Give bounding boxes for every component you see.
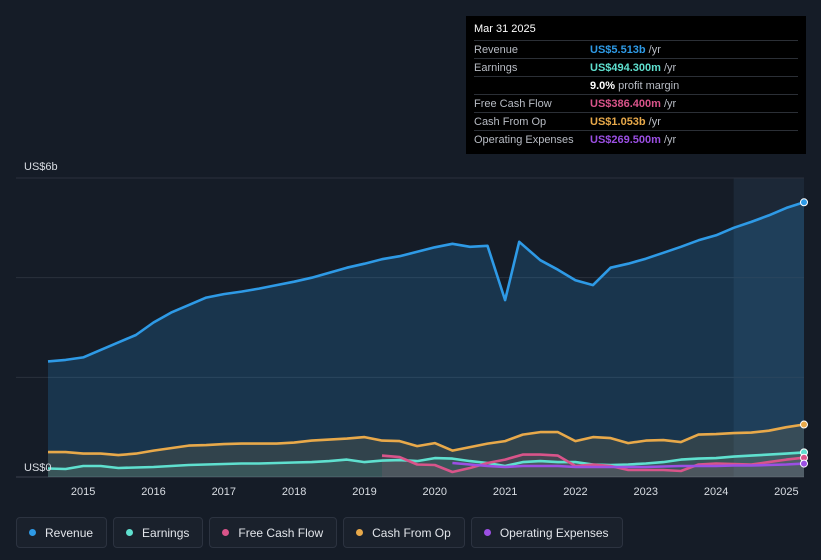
tooltip-unit: profit margin bbox=[618, 79, 680, 92]
operating-expenses-end-dot bbox=[800, 459, 808, 468]
earnings-line bbox=[47, 451, 805, 471]
series-lines bbox=[47, 201, 805, 474]
revenue-end-dot bbox=[800, 198, 808, 207]
tooltip-label: Cash From Op bbox=[474, 115, 547, 128]
legend-item-operating-expenses[interactable]: Operating Expenses bbox=[470, 517, 623, 548]
y-axis-bottom-label: US$0 bbox=[24, 462, 52, 474]
series-end-markers bbox=[800, 198, 808, 468]
x-tick-2021: 2021 bbox=[493, 486, 517, 498]
cash-from-op-end-dot bbox=[800, 420, 808, 429]
legend-dot-icon bbox=[222, 529, 230, 536]
gridlines bbox=[16, 177, 804, 478]
tooltip-unit: /yr bbox=[663, 133, 677, 146]
tooltip-unit: /yr bbox=[663, 61, 677, 74]
tooltip-row: Cash From Op US$1.053b/yr bbox=[474, 112, 798, 130]
legend-label: Earnings bbox=[142, 525, 190, 540]
legend-label: Operating Expenses bbox=[499, 525, 609, 540]
legend-item-cash-from-op[interactable]: Cash From Op bbox=[343, 517, 465, 548]
legend-label: Free Cash Flow bbox=[238, 525, 324, 540]
x-tick-2020: 2020 bbox=[423, 486, 447, 498]
legend-item-earnings[interactable]: Earnings bbox=[113, 517, 204, 548]
legend: Revenue Earnings Free Cash Flow Cash From O… bbox=[16, 517, 623, 548]
x-tick-2017: 2017 bbox=[212, 486, 236, 498]
legend-dot-icon bbox=[126, 529, 134, 536]
tooltip-unit: /yr bbox=[648, 115, 661, 128]
x-tick-2025: 2025 bbox=[774, 486, 798, 498]
free-cash-flow-line bbox=[381, 453, 805, 474]
tooltip-unit: /yr bbox=[648, 43, 661, 56]
tooltip-row: Operating Expenses US$269.500m/yr bbox=[474, 130, 798, 148]
x-tick-2019: 2019 bbox=[352, 486, 376, 498]
tooltip-value: US$494.300m bbox=[590, 61, 661, 74]
legend-item-free-cash-flow[interactable]: Free Cash Flow bbox=[209, 517, 338, 548]
tooltip-value: US$5.513b bbox=[590, 43, 646, 56]
data-tooltip: Mar 31 2025 Revenue US$5.513b/yr Earnings U… bbox=[466, 16, 806, 154]
tooltip-value: US$386.400m bbox=[590, 97, 661, 110]
tooltip-row: Earnings US$494.300m/yr bbox=[474, 58, 798, 76]
cash-from-op-line bbox=[48, 423, 805, 457]
chart-area: 2015 2016 2017 2018 2019 2020 2021 2022 2023 2024… bbox=[16, 161, 808, 498]
legend-label: Cash From Op bbox=[372, 525, 451, 540]
tooltip-value: US$1.053b bbox=[590, 115, 646, 128]
x-tick-2018: 2018 bbox=[282, 486, 306, 498]
tooltip-unit: /yr bbox=[663, 97, 677, 110]
x-tick-2023: 2023 bbox=[634, 486, 658, 498]
tooltip-row: Revenue US$5.513b/yr bbox=[474, 40, 798, 58]
x-axis-ticks: 2015 2016 2017 2018 2019 2020 2021 2022 2023 2024… bbox=[71, 486, 799, 498]
tooltip-label: Earnings bbox=[474, 61, 518, 74]
x-tick-2015: 2015 bbox=[71, 486, 95, 498]
revenue-area bbox=[48, 202, 804, 478]
legend-item-revenue[interactable]: Revenue bbox=[16, 517, 108, 548]
tooltip-label: Revenue bbox=[474, 43, 519, 56]
x-tick-2024: 2024 bbox=[704, 486, 728, 498]
legend-dot-icon bbox=[356, 529, 364, 536]
tooltip-label: Operating Expenses bbox=[474, 133, 574, 146]
legend-dot-icon bbox=[483, 529, 491, 536]
legend-label: Revenue bbox=[45, 525, 94, 540]
x-tick-2022: 2022 bbox=[563, 486, 587, 498]
x-tick-2016: 2016 bbox=[141, 486, 165, 498]
operating-expenses-line bbox=[452, 461, 805, 469]
tooltip-value: 9.0% bbox=[590, 79, 616, 92]
tooltip-row: Free Cash Flow US$386.400m/yr bbox=[474, 94, 798, 112]
tooltip-value: US$269.500m bbox=[590, 133, 661, 146]
revenue-line bbox=[47, 201, 805, 363]
tooltip-row: 9.0% profit margin bbox=[474, 76, 798, 94]
tooltip-date: Mar 31 2025 bbox=[474, 23, 536, 35]
y-axis-top-label: US$6b bbox=[24, 161, 58, 173]
tooltip-label: Free Cash Flow bbox=[474, 97, 552, 110]
legend-dot-icon bbox=[29, 529, 36, 536]
